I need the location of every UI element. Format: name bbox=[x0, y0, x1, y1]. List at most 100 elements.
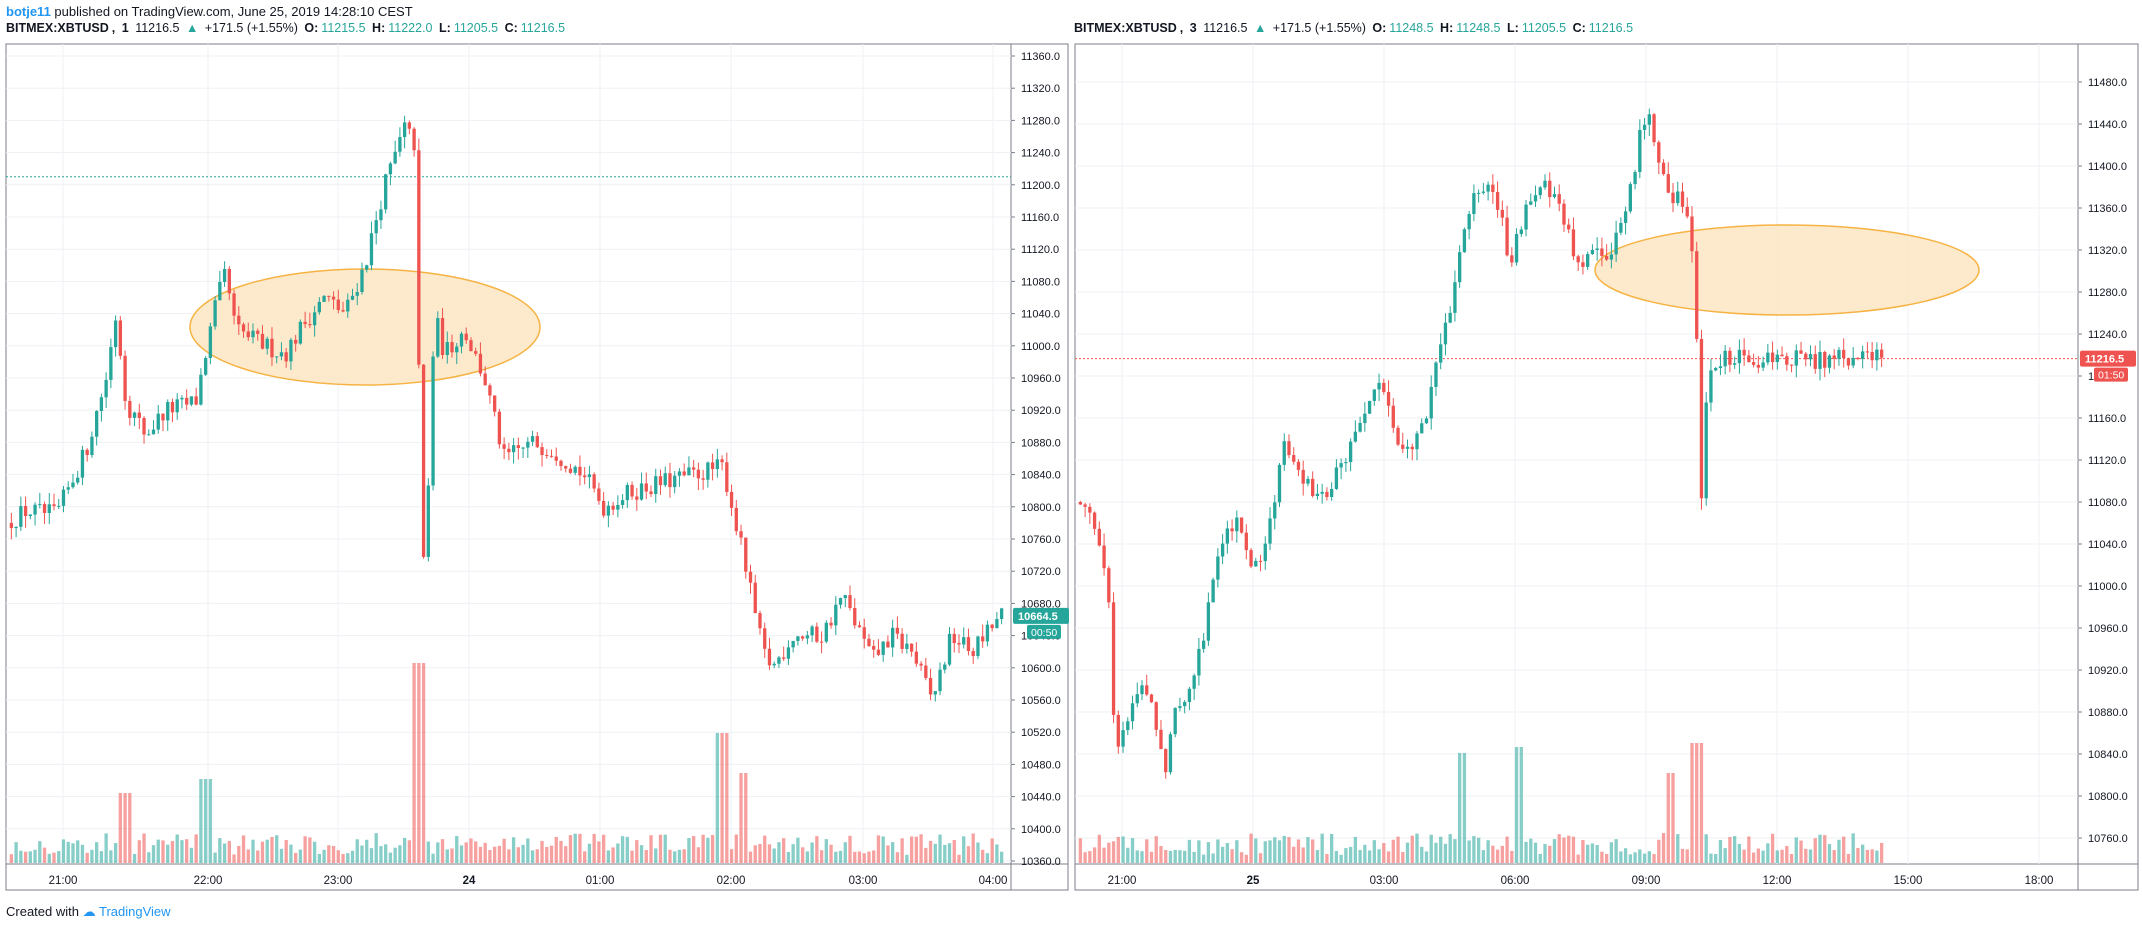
left-candle-body bbox=[275, 356, 279, 358]
right-candle-body bbox=[1595, 248, 1599, 251]
right-candle-body bbox=[1789, 364, 1794, 366]
right-price-label: 10840.0 bbox=[2088, 749, 2128, 761]
left-volume-bar bbox=[928, 840, 933, 863]
right-candle-body bbox=[1486, 184, 1490, 192]
right-candle-body bbox=[1168, 734, 1173, 773]
left-candle-body bbox=[601, 500, 606, 516]
left-volume-bar bbox=[260, 841, 265, 863]
left-volume-bar bbox=[791, 844, 795, 863]
left-volume-bar bbox=[38, 841, 42, 863]
left-candle-body bbox=[237, 315, 241, 325]
author-link[interactable]: botje11 bbox=[6, 4, 51, 19]
left-volume-bar bbox=[270, 836, 274, 863]
right-volume-bar bbox=[1235, 840, 1239, 863]
left-volume-bar bbox=[881, 836, 885, 863]
right-candle-body bbox=[1586, 254, 1590, 267]
left-candle-body bbox=[511, 445, 516, 453]
right-time-label: 15:00 bbox=[1894, 875, 1923, 887]
right-volume-bar bbox=[1567, 835, 1571, 863]
left-candle-body bbox=[284, 352, 288, 362]
left-volume-bar bbox=[995, 844, 999, 863]
left-candle-body bbox=[298, 321, 303, 344]
right-candle-body bbox=[1329, 488, 1334, 498]
right-volume-bar bbox=[1770, 833, 1775, 863]
right-candle-body bbox=[1348, 441, 1353, 463]
right-candle-body bbox=[1823, 351, 1827, 368]
left-candle-body bbox=[843, 595, 847, 599]
left-volume-bar bbox=[691, 836, 696, 863]
right-candle-body bbox=[1647, 114, 1651, 125]
left-volume-bar bbox=[654, 848, 658, 863]
right-candle-body bbox=[1861, 351, 1865, 359]
right-volume-bar bbox=[1329, 833, 1334, 863]
left-volume-bar bbox=[492, 846, 497, 863]
left-countdown-text: 00:50 bbox=[1031, 627, 1057, 639]
left-volume-bar bbox=[853, 851, 857, 863]
right-symbol[interactable]: BITMEX:XBTUSD bbox=[1074, 21, 1177, 35]
left-volume-bar bbox=[848, 835, 852, 863]
right-volume-bar bbox=[1216, 839, 1220, 863]
right-candle-body bbox=[1538, 187, 1542, 196]
left-candle-body bbox=[625, 484, 629, 501]
right-candle-body bbox=[1756, 364, 1761, 368]
left-volume-bar bbox=[834, 851, 838, 863]
left-volume-bar bbox=[213, 852, 217, 863]
left-candle-body bbox=[132, 412, 137, 418]
left-candle-body bbox=[549, 455, 554, 457]
left-last-price-badge bbox=[1013, 607, 1069, 624]
left-volume-bar bbox=[388, 852, 393, 863]
left-volume-bar bbox=[289, 844, 293, 863]
tradingview-link[interactable]: TradingView bbox=[99, 904, 171, 919]
left-candle-body bbox=[118, 320, 123, 356]
left-candle-body bbox=[440, 318, 445, 356]
left-volume-bar bbox=[919, 834, 923, 863]
right-volume-bar bbox=[1794, 837, 1798, 863]
left-symbol[interactable]: BITMEX:XBTUSD bbox=[6, 21, 109, 35]
left-time-label: 01:00 bbox=[586, 875, 615, 887]
left-candle-body bbox=[786, 647, 791, 659]
left-volume-bar bbox=[739, 773, 743, 863]
left-volume-bar bbox=[606, 850, 611, 863]
left-volume-bar bbox=[369, 848, 374, 863]
right-candle-body bbox=[1770, 352, 1775, 363]
left-candle-body bbox=[42, 504, 47, 514]
right-candle-body bbox=[1827, 355, 1832, 368]
left-candle-body bbox=[279, 352, 284, 357]
left-volume-bar bbox=[725, 733, 729, 863]
right-candle-body bbox=[1552, 194, 1557, 198]
left-low: 11205.5 bbox=[453, 21, 499, 35]
right-candle-body bbox=[1434, 362, 1438, 387]
left-volume-bar bbox=[327, 845, 331, 863]
right-candle-body bbox=[1571, 229, 1576, 257]
left-volume-bar bbox=[938, 834, 942, 863]
left-volume-bar bbox=[971, 833, 975, 863]
right-volume-bar bbox=[1813, 838, 1817, 863]
right-candle-body bbox=[1519, 229, 1523, 235]
right-candle-body bbox=[1401, 444, 1405, 449]
left-candle-body bbox=[336, 299, 340, 311]
left-candle-body bbox=[166, 402, 170, 421]
left-candle-body bbox=[459, 333, 464, 347]
right-candle-body bbox=[1334, 467, 1339, 489]
left-volume-bar bbox=[999, 851, 1004, 863]
left-candle-body bbox=[99, 397, 104, 412]
right-volume-bar bbox=[1111, 841, 1116, 863]
right-volume-bar bbox=[1078, 838, 1083, 863]
left-volume-bar bbox=[601, 834, 606, 863]
right-volume-bar bbox=[1088, 851, 1092, 863]
left-volume-bar bbox=[128, 793, 132, 863]
left-volume-bar bbox=[61, 839, 66, 863]
left-candle-body bbox=[9, 522, 14, 529]
right-volume-bar bbox=[1538, 853, 1542, 863]
right-candle-body bbox=[1851, 357, 1855, 366]
left-candle-body bbox=[412, 128, 416, 151]
right-candle-body bbox=[1083, 504, 1087, 507]
right-volume-bar bbox=[1552, 839, 1557, 863]
right-volume-bar bbox=[1879, 842, 1884, 863]
left-candle-body bbox=[535, 436, 539, 448]
right-ellipse-annotation bbox=[1594, 224, 1980, 316]
left-candle-body bbox=[810, 626, 814, 636]
left-volume-bar bbox=[142, 833, 146, 863]
left-candle-body bbox=[19, 506, 23, 527]
